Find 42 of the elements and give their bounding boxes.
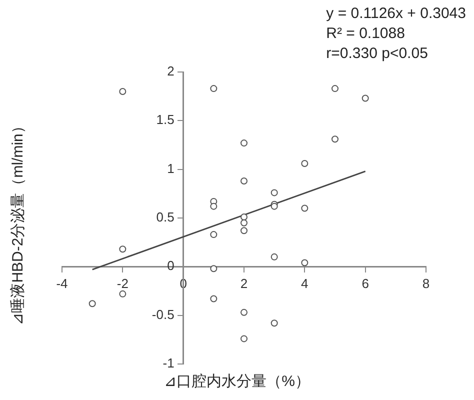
- point: [240, 140, 248, 147]
- point: [270, 320, 278, 327]
- text: R² = 0.1088: [326, 24, 406, 44]
- y-tick-label: 0.5: [156, 210, 174, 225]
- point: [240, 335, 248, 342]
- x-tick-label: 4: [301, 276, 308, 292]
- point: [210, 202, 218, 210]
- point: [362, 94, 369, 102]
- text: y = 0.1126x + 0.3043: [326, 4, 466, 24]
- point: [332, 136, 338, 143]
- y-tick-label: -0.5: [152, 306, 174, 322]
- y-tick-label: 1.5: [156, 112, 174, 128]
- x-tick-label: -4: [56, 276, 68, 292]
- x-tick-label: -2: [116, 276, 128, 292]
- x-axis-title: ⊿口腔内水分量（%）: [163, 372, 311, 391]
- point: [270, 189, 278, 196]
- y-axis-title: ⊿唾液HBD-2分泌量（ml/min）: [8, 118, 28, 326]
- point: [270, 253, 278, 260]
- y-tick-label: 1: [167, 160, 174, 176]
- point: [240, 308, 248, 316]
- point: [240, 227, 248, 234]
- point: [301, 259, 308, 266]
- point: [240, 219, 248, 226]
- point: [88, 300, 96, 308]
- point: [301, 204, 308, 212]
- x-tick-label: 2: [240, 276, 248, 292]
- point: [210, 85, 218, 92]
- point: [301, 160, 308, 167]
- x-tick-label: 8: [422, 276, 430, 292]
- point: [240, 178, 248, 185]
- y-tick-label: 2: [167, 64, 174, 79]
- point: [210, 265, 218, 272]
- point: [119, 246, 126, 253]
- text: r=0.330 p<0.05: [326, 44, 429, 64]
- point: [240, 214, 248, 221]
- point: [119, 290, 126, 298]
- y-tick-label: -1: [162, 356, 174, 371]
- point: [210, 231, 218, 238]
- point: [332, 85, 338, 92]
- point: [210, 295, 218, 302]
- x-tick-label: 6: [362, 276, 369, 292]
- point: [119, 88, 126, 95]
